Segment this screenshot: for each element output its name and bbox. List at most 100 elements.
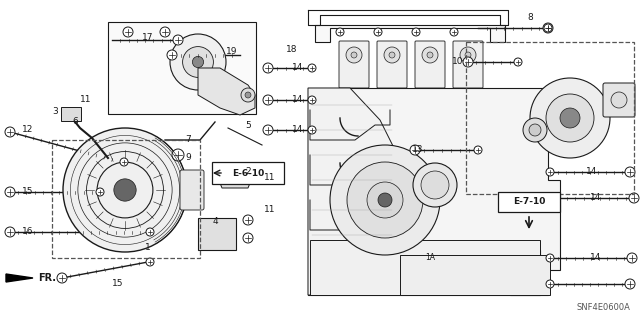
Circle shape bbox=[193, 56, 204, 68]
Circle shape bbox=[347, 162, 423, 238]
Text: 16: 16 bbox=[22, 228, 34, 236]
Circle shape bbox=[263, 125, 273, 135]
Circle shape bbox=[625, 167, 635, 177]
Text: 19: 19 bbox=[227, 47, 237, 57]
Circle shape bbox=[172, 149, 184, 161]
Circle shape bbox=[146, 258, 154, 266]
Circle shape bbox=[63, 128, 187, 252]
Text: FR.: FR. bbox=[38, 273, 56, 283]
Circle shape bbox=[627, 253, 637, 263]
Circle shape bbox=[427, 52, 433, 58]
Text: E-6-10: E-6-10 bbox=[232, 169, 264, 178]
Circle shape bbox=[241, 88, 255, 102]
Text: 13: 13 bbox=[412, 146, 424, 155]
FancyBboxPatch shape bbox=[61, 107, 81, 121]
Circle shape bbox=[529, 124, 541, 136]
Circle shape bbox=[263, 95, 273, 105]
Text: 7: 7 bbox=[185, 135, 191, 145]
Bar bbox=[52, 140, 200, 258]
FancyBboxPatch shape bbox=[377, 41, 407, 88]
Text: 5: 5 bbox=[245, 122, 251, 131]
Text: 11: 11 bbox=[264, 205, 276, 214]
Circle shape bbox=[351, 52, 357, 58]
Circle shape bbox=[384, 47, 400, 63]
Circle shape bbox=[57, 273, 67, 283]
Text: 6: 6 bbox=[72, 117, 78, 126]
Circle shape bbox=[450, 28, 458, 36]
Circle shape bbox=[543, 23, 553, 33]
Circle shape bbox=[514, 58, 522, 66]
Circle shape bbox=[96, 188, 104, 196]
Circle shape bbox=[308, 64, 316, 72]
Text: 14: 14 bbox=[590, 194, 602, 203]
Circle shape bbox=[160, 27, 170, 37]
Text: 11: 11 bbox=[264, 173, 276, 182]
Circle shape bbox=[546, 168, 554, 176]
Polygon shape bbox=[218, 168, 252, 188]
Text: 4: 4 bbox=[212, 218, 218, 227]
Text: 8: 8 bbox=[527, 13, 533, 22]
Circle shape bbox=[474, 146, 482, 154]
Circle shape bbox=[173, 35, 183, 45]
Text: 1A: 1A bbox=[425, 253, 435, 262]
Circle shape bbox=[263, 63, 273, 73]
Text: 14: 14 bbox=[292, 95, 304, 105]
Circle shape bbox=[410, 145, 420, 155]
Circle shape bbox=[546, 254, 554, 262]
Text: 3: 3 bbox=[52, 108, 58, 116]
Text: 10: 10 bbox=[452, 58, 464, 67]
Text: 14: 14 bbox=[590, 253, 602, 262]
Text: 17: 17 bbox=[142, 34, 154, 43]
Circle shape bbox=[463, 57, 473, 67]
Circle shape bbox=[629, 193, 639, 203]
Circle shape bbox=[422, 47, 438, 63]
FancyBboxPatch shape bbox=[339, 41, 369, 88]
Circle shape bbox=[413, 163, 457, 207]
Circle shape bbox=[123, 27, 133, 37]
Circle shape bbox=[243, 233, 253, 243]
Circle shape bbox=[523, 118, 547, 142]
Text: 2: 2 bbox=[245, 167, 251, 177]
Circle shape bbox=[245, 92, 251, 98]
Circle shape bbox=[367, 182, 403, 218]
Bar bbox=[212, 162, 284, 184]
Text: SNF4E0600A: SNF4E0600A bbox=[576, 303, 630, 312]
Circle shape bbox=[114, 179, 136, 201]
Bar bbox=[108, 22, 256, 114]
FancyBboxPatch shape bbox=[453, 41, 483, 88]
Circle shape bbox=[167, 50, 177, 60]
Circle shape bbox=[544, 24, 552, 32]
Circle shape bbox=[346, 47, 362, 63]
Circle shape bbox=[389, 52, 395, 58]
Circle shape bbox=[330, 145, 440, 255]
Circle shape bbox=[374, 28, 382, 36]
Circle shape bbox=[611, 92, 627, 108]
Text: 1: 1 bbox=[145, 244, 151, 252]
Circle shape bbox=[5, 187, 15, 197]
Circle shape bbox=[546, 280, 554, 288]
Circle shape bbox=[170, 34, 226, 90]
FancyBboxPatch shape bbox=[198, 218, 236, 250]
FancyBboxPatch shape bbox=[603, 83, 635, 117]
Polygon shape bbox=[6, 274, 33, 282]
Text: 14: 14 bbox=[586, 167, 598, 177]
Text: 18: 18 bbox=[286, 45, 298, 54]
Circle shape bbox=[243, 215, 253, 225]
Circle shape bbox=[240, 173, 250, 183]
Circle shape bbox=[460, 47, 476, 63]
Circle shape bbox=[625, 279, 635, 289]
Polygon shape bbox=[308, 88, 560, 295]
Polygon shape bbox=[310, 240, 545, 295]
Circle shape bbox=[336, 28, 344, 36]
Text: 11: 11 bbox=[80, 95, 92, 105]
Circle shape bbox=[182, 47, 213, 77]
Text: 12: 12 bbox=[22, 125, 34, 134]
Polygon shape bbox=[198, 68, 255, 115]
Text: 9: 9 bbox=[185, 154, 191, 163]
Circle shape bbox=[308, 126, 316, 134]
Text: 14: 14 bbox=[292, 125, 304, 134]
Circle shape bbox=[120, 158, 128, 166]
Text: 15: 15 bbox=[112, 279, 124, 289]
Bar bbox=[498, 192, 560, 212]
Text: 15: 15 bbox=[22, 188, 34, 196]
